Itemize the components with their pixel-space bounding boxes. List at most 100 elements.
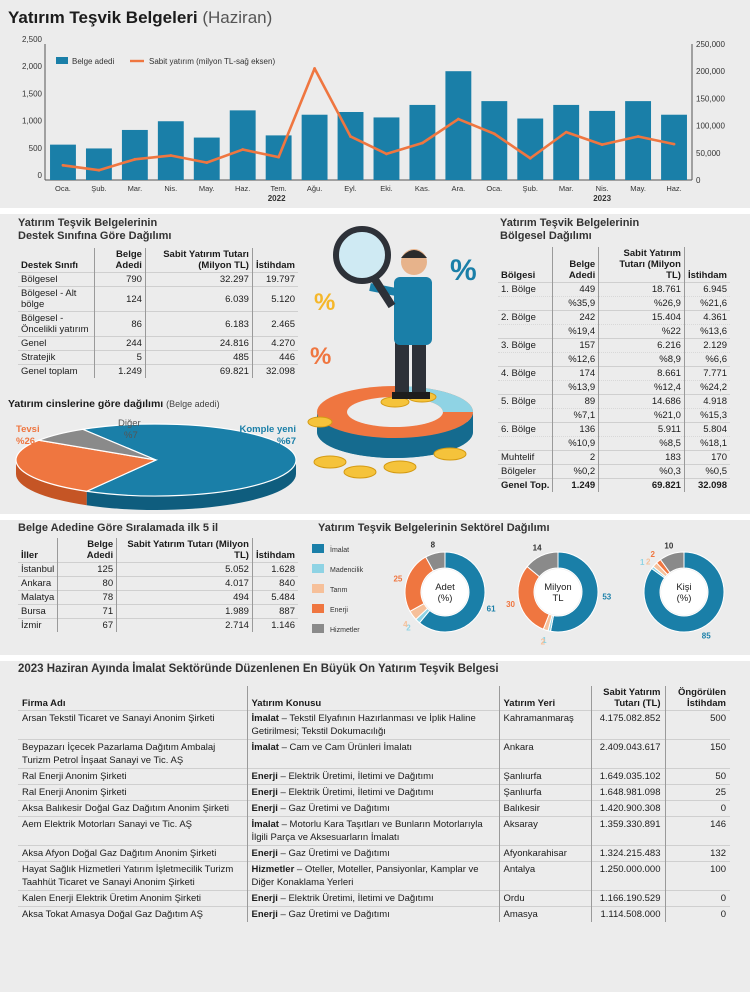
line-point xyxy=(205,161,209,164)
bolgesel-cell: %13,6 xyxy=(683,324,730,339)
donut-hole xyxy=(535,569,581,615)
bolgesel-row: Muhtelif 2 183 170 xyxy=(498,450,730,465)
pie-label: Diğer xyxy=(118,418,141,429)
line-point xyxy=(313,67,316,70)
y-tick-label-right: 100,000 xyxy=(696,122,725,131)
bar xyxy=(625,101,652,180)
donut-value: 30 xyxy=(506,600,515,609)
bolgesel-cell: 170 xyxy=(683,450,730,465)
tutar-cell: 1.250.000.000 xyxy=(590,861,665,891)
bolgesel-cell: %8,9 xyxy=(598,352,685,367)
line-point xyxy=(672,142,676,146)
destek-cell: Genel xyxy=(18,336,95,351)
yer-cell: Balıkesir xyxy=(498,800,591,817)
konu-cell: İmalat – Motorlu Kara Taşıtları ve Bunla… xyxy=(246,816,499,846)
bar xyxy=(157,121,184,180)
tutar-cell: 1.324.215.483 xyxy=(590,845,665,862)
y-tick-label-left: 2,500 xyxy=(22,35,43,44)
legend-label: Tarım xyxy=(330,587,348,594)
yer-cell: Ordu xyxy=(498,890,591,907)
firma-cell: Hayat Sağlık Hizmetleri Yatırım İşletmec… xyxy=(18,861,247,891)
enbuyuk-row: Hayat Sağlık Hizmetleri Yatırım İşletmec… xyxy=(18,861,730,891)
ilk5-cell: 67 xyxy=(57,618,117,632)
line-point xyxy=(528,156,532,160)
x-tick-label: Kas. xyxy=(415,184,430,193)
line-point xyxy=(241,148,245,151)
bolgesel-cell: %21,6 xyxy=(683,296,730,311)
donut-center-label: (%) xyxy=(438,593,453,604)
ilk5-cell: Bursa xyxy=(18,604,58,619)
bolgesel-cell: %15,3 xyxy=(683,408,730,423)
y-tick-label-left: 0 xyxy=(38,171,43,180)
yer-cell: Ankara xyxy=(498,739,591,769)
destek-header: Sabit Yatırım Tutarı (Milyon TL) xyxy=(144,248,253,273)
tutar-cell: 1.166.190.529 xyxy=(590,890,665,907)
bar xyxy=(553,104,580,180)
bolgesel-cell: 1. Bölge xyxy=(498,282,553,297)
donut-value: 85 xyxy=(702,632,711,641)
x-tick-label: Eyl. xyxy=(344,184,357,193)
destek-cell: Genel toplam xyxy=(18,364,95,378)
ilk5-cell: 78 xyxy=(57,590,117,605)
bolgesel-cell: %6,6 xyxy=(683,352,730,367)
donut-center-label: Kişi xyxy=(676,582,691,593)
donut-value: 2 xyxy=(406,624,411,633)
bolgesel-header: Bölgesi xyxy=(501,270,536,281)
bolgesel-row: 3. Bölge 157 6.216 2.129 xyxy=(498,338,730,353)
firma-cell: Kalen Enerji Elektrik Üretim Anonim Şirk… xyxy=(18,890,247,907)
title-sub: (Haziran) xyxy=(202,8,273,27)
percent-icon-yellow: % xyxy=(314,289,335,316)
destek-cell: Bölgesel - Öncelikli yatırım xyxy=(18,311,95,337)
bolgesel-row: %12,6 %8,9 %6,6 xyxy=(498,352,730,367)
bolgesel-row: 6. Bölge 136 5.911 5.804 xyxy=(498,422,730,437)
bolgesel-cell: %0,3 xyxy=(598,464,685,479)
donut-segment xyxy=(425,551,446,572)
bolgesel-cell: 183 xyxy=(598,450,685,465)
bar xyxy=(121,129,148,180)
sector-title: Yatırım Teşvik Belgelerinin Sektörel Dağ… xyxy=(318,522,550,534)
destek-cell: 6.039 xyxy=(144,286,253,312)
x-tick-label: Ara. xyxy=(451,184,465,193)
donut-segment xyxy=(659,551,685,574)
konu-text: – Gaz Üretimi ve Dağıtımı xyxy=(277,909,390,920)
bolgesel-cell: %10,9 xyxy=(552,436,599,451)
x-tick-label: Haz. xyxy=(235,184,250,193)
konu-text: – Motorlu Kara Taşıtları ve Bunların Mot… xyxy=(251,819,483,843)
donut-center-label: Adet xyxy=(435,582,455,593)
bolgesel-cell: 69.821 xyxy=(598,478,685,492)
ilk5-row: İzmir 67 2.714 1.146 xyxy=(18,618,298,632)
bolgesel-cell: 7.771 xyxy=(683,366,730,381)
bolgesel-cell: 242 xyxy=(552,310,599,325)
ilk5-row: Malatya 78 494 5.484 xyxy=(18,590,298,605)
pie-title-block: Yatırım cinslerine göre dağılımı (Belge … xyxy=(8,398,220,410)
istihdam-cell: 132 xyxy=(664,845,730,862)
donut-value: 53 xyxy=(602,593,611,602)
pie-value: %67 xyxy=(277,436,296,447)
istihdam-cell: 500 xyxy=(664,710,730,740)
sektor-label: İmalat xyxy=(251,819,279,830)
x-tick-label: Haz. xyxy=(666,184,681,193)
firma-cell: Aksa Balıkesir Doğal Gaz Dağıtım Anonim … xyxy=(18,800,247,817)
x-tick-label: Nis. xyxy=(164,184,177,193)
bolgesel-cell: 2 xyxy=(552,450,599,465)
ilk5-cell: 80 xyxy=(57,576,117,591)
bolgesel-cell: 89 xyxy=(552,394,599,409)
line-point xyxy=(277,155,281,159)
destek-row: Bölgesel - Alt bölge 124 6.039 5.120 xyxy=(18,286,298,312)
destek-cell: Stratejik xyxy=(18,350,95,365)
y-tick-label-left: 1,500 xyxy=(22,89,43,98)
konu-cell: Enerji – Gaz Üretimi ve Dağıtımı xyxy=(246,906,499,922)
yer-cell: Amasya xyxy=(498,906,591,922)
x-tick-label: Nis. xyxy=(596,184,609,193)
bolgesel-cell xyxy=(498,380,553,395)
y-tick-label-left: 1,000 xyxy=(22,117,43,126)
konu-cell: Enerji – Elektrik Üretimi, İletimi ve Da… xyxy=(246,768,499,785)
konu-text: – Cam ve Cam Ürünleri İmalatı xyxy=(278,742,413,753)
ilk5-header: Belge Adedi xyxy=(57,538,117,563)
line-point xyxy=(492,132,496,136)
bolgesel-cell: 5. Bölge xyxy=(498,394,553,409)
ilk5-cell: 125 xyxy=(57,562,117,577)
enbuyuk-row: Aksa Tokat Amasya Doğal Gaz Dağıtım AŞ En… xyxy=(18,906,730,922)
konu-text: – Tekstil Elyafının Hazırlanması ve İpli… xyxy=(251,713,476,737)
person xyxy=(369,249,432,399)
